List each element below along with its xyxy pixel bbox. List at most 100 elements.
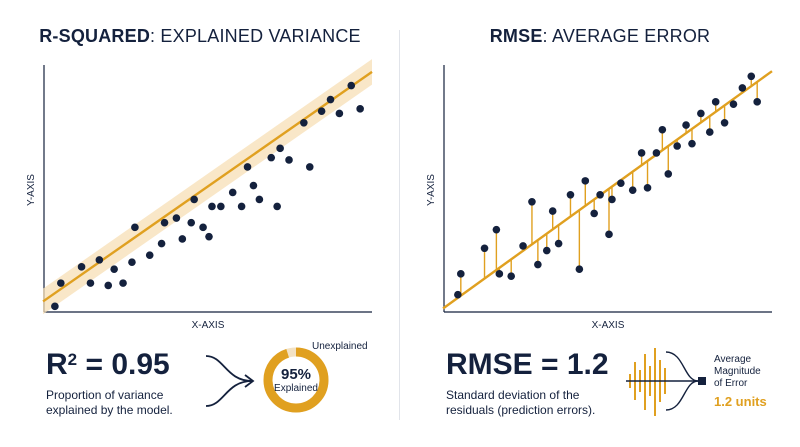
r-squared-value: R2 = 0.95 <box>46 348 170 382</box>
data-point <box>753 98 761 106</box>
data-point <box>187 218 196 227</box>
data-point <box>190 195 198 204</box>
regression-line <box>42 70 373 303</box>
data-point <box>617 179 625 187</box>
data-point <box>608 195 616 204</box>
data-point <box>305 163 314 171</box>
r-squared-desc-line-1: Proportion of variance <box>46 388 164 402</box>
rmse-desc-line-2: residuals (prediction errors). <box>446 403 596 417</box>
data-point <box>628 186 637 194</box>
y-axis-label: Y-AXIS <box>426 174 437 206</box>
data-point <box>228 188 237 197</box>
rmse-scatter-plot: Y-AXIS X-AXIS <box>426 65 773 331</box>
r-squared-title-rest: : EXPLAINED VARIANCE <box>150 26 361 46</box>
data-point <box>652 149 661 157</box>
rmse-value: RMSE = 1.2 <box>446 348 609 381</box>
data-point <box>317 107 326 115</box>
r-squared-description: Proportion of variance explained by the … <box>46 388 173 418</box>
r-squared-stat-value: = 0.95 <box>77 348 170 381</box>
legend-line-2: Magnitude <box>714 366 761 377</box>
data-point <box>495 270 504 278</box>
x-axis-label: X-AXIS <box>192 320 225 331</box>
data-point <box>507 272 515 280</box>
data-point <box>237 202 246 211</box>
r-squared-desc-line-2: explained by the model. <box>46 403 173 417</box>
residual-bars-icon <box>629 348 666 416</box>
x-axis-label: X-AXIS <box>592 320 625 331</box>
donut-unexplained-label: Unexplained <box>312 341 368 352</box>
converging-arrow-icon <box>205 355 255 407</box>
donut-explained-arc <box>263 347 329 413</box>
y-axis-label: Y-AXIS <box>26 174 37 206</box>
error-magnitude-icon <box>626 348 706 416</box>
rmse-legend-text: Average Magnitude of Error <box>714 354 761 390</box>
rmse-title: RMSE: AVERAGE ERROR <box>400 26 800 47</box>
data-point <box>682 121 690 129</box>
magnitude-bracket <box>665 351 699 411</box>
data-point <box>596 191 604 199</box>
r-squared-stat-sup: 2 <box>67 350 78 369</box>
donut-center: 95% Explained <box>262 346 330 414</box>
donut-label: Explained <box>274 382 318 394</box>
data-point <box>160 218 169 227</box>
data-point <box>104 281 113 290</box>
r-squared-panel: R-SQUARED: EXPLAINED VARIANCE Y-AXIS X-A… <box>26 26 373 418</box>
data-point <box>119 279 127 287</box>
donut-ring <box>263 347 329 413</box>
data-point <box>566 191 575 199</box>
data-point <box>664 170 673 178</box>
data-point <box>590 209 598 218</box>
data-point <box>157 239 166 248</box>
rmse-description: Standard deviation of the residuals (pre… <box>446 388 595 418</box>
legend-line-1: Average <box>714 354 752 365</box>
data-point <box>581 177 590 185</box>
data-point <box>77 263 86 271</box>
data-point <box>454 290 462 299</box>
data-point <box>637 149 646 157</box>
explained-variance-donut: 95% Explained <box>262 346 330 414</box>
data-point <box>697 109 705 118</box>
r-squared-title-strong: R-SQUARED <box>39 26 151 46</box>
data-point <box>457 270 465 278</box>
data-point <box>519 242 527 250</box>
data-point <box>688 139 696 148</box>
data-point <box>86 279 95 287</box>
rmse-legend-units: 1.2 units <box>714 394 767 409</box>
magnitude-square-icon <box>698 377 706 385</box>
data-point <box>273 202 281 211</box>
data-point <box>217 202 225 211</box>
data-point <box>480 244 489 253</box>
data-point <box>534 260 542 269</box>
data-point <box>128 258 136 266</box>
data-point <box>178 235 187 243</box>
data-point <box>267 153 276 162</box>
data-point <box>95 256 104 264</box>
data-point <box>110 265 118 273</box>
data-point <box>300 118 308 127</box>
data-point <box>554 239 563 248</box>
data-point <box>747 72 756 81</box>
data-point <box>643 184 652 192</box>
rmse-desc-line-1: Standard deviation of the <box>446 388 580 402</box>
r-squared-stat-prefix: R <box>46 348 68 381</box>
donut-percent: 95% <box>280 365 312 383</box>
data-point <box>347 81 356 90</box>
data-point <box>729 100 738 108</box>
data-point <box>57 279 65 287</box>
data-point <box>548 207 557 215</box>
rmse-panel: RMSE: AVERAGE ERROR Y-AXIS X-AXIS RMSE =… <box>400 0 800 447</box>
rmse-title-strong: RMSE <box>489 26 543 46</box>
panel-divider <box>399 30 400 420</box>
data-point <box>51 302 59 311</box>
data-point <box>205 232 213 241</box>
data-point <box>199 223 207 232</box>
data-point <box>658 125 667 134</box>
rmse-title-rest: : AVERAGE ERROR <box>542 26 711 46</box>
data-point <box>145 251 154 260</box>
data-point <box>673 142 681 150</box>
data-point <box>711 98 720 106</box>
data-point <box>172 214 181 222</box>
data-point <box>276 144 284 153</box>
r-squared-scatter-plot: Y-AXIS X-AXIS <box>26 59 373 331</box>
data-point <box>738 84 747 92</box>
